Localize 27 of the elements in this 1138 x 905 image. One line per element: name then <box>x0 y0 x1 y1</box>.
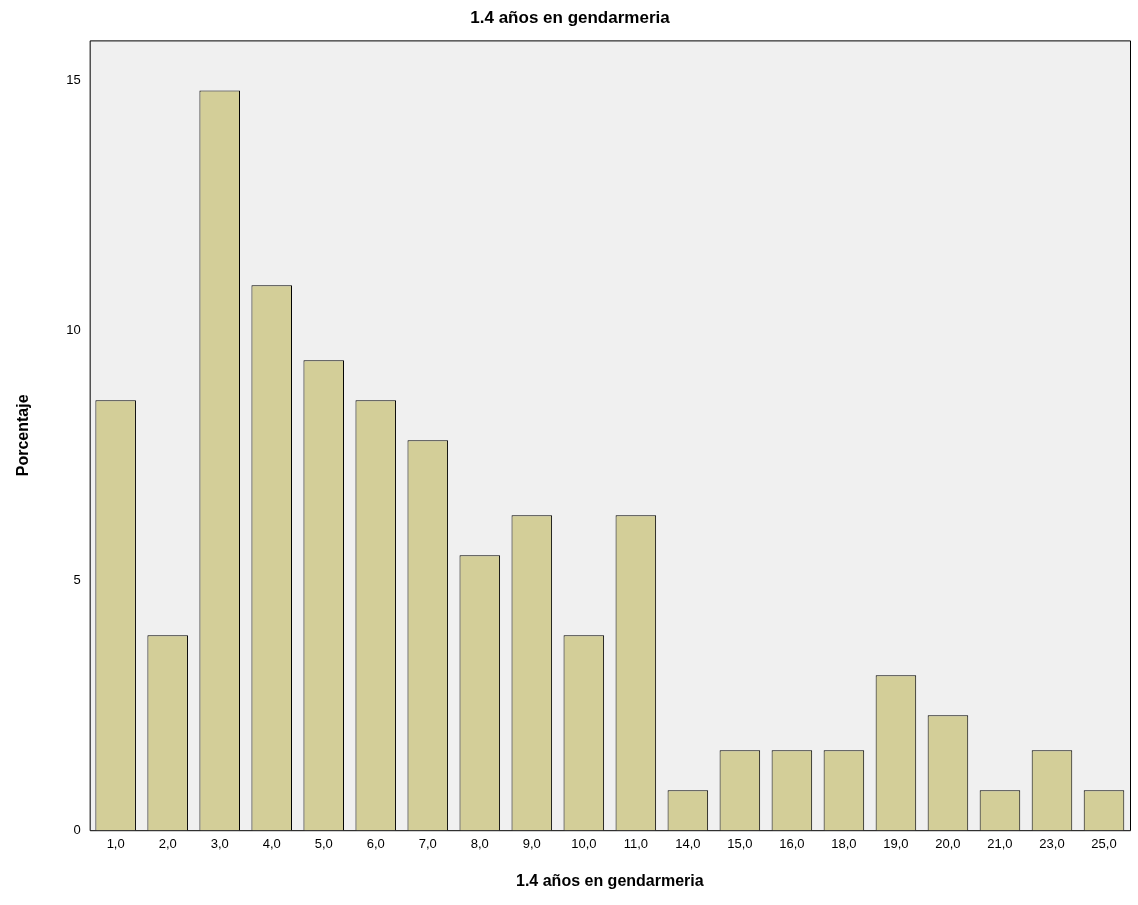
x-tick-label: 8,0 <box>470 835 489 851</box>
chart-title: 1.4 años en gendarmeria <box>470 7 671 27</box>
x-tick-label: 15,0 <box>727 835 753 851</box>
y-axis-title: Porcentaje <box>14 394 32 477</box>
x-tick-label: 11,0 <box>623 835 649 851</box>
x-tick-label: 3,0 <box>210 835 229 851</box>
y-tick-label: 10 <box>66 321 81 337</box>
x-tick-label: 21,0 <box>987 835 1013 851</box>
x-tick-label: 5,0 <box>314 835 333 851</box>
x-tick-label: 19,0 <box>883 835 909 851</box>
y-tick-label: 0 <box>73 821 81 837</box>
y-tick-label: 5 <box>73 571 81 587</box>
x-tick-label: 25,0 <box>1091 835 1117 851</box>
x-tick-label: 9,0 <box>522 835 541 851</box>
x-tick-label: 10,0 <box>571 835 597 851</box>
x-tick-label: 4,0 <box>262 835 281 851</box>
x-tick-label: 6,0 <box>366 835 385 851</box>
x-tick-label: 16,0 <box>779 835 805 851</box>
x-tick-label: 2,0 <box>158 835 177 851</box>
x-tick-label: 1,0 <box>106 835 125 851</box>
x-tick-label: 20,0 <box>935 835 961 851</box>
x-tick-label: 18,0 <box>831 835 857 851</box>
y-tick-label: 15 <box>66 71 81 87</box>
x-tick-label: 7,0 <box>418 835 437 851</box>
x-tick-label: 14,0 <box>675 835 701 851</box>
x-axis-title: 1.4 años en gendarmeria <box>516 871 704 889</box>
x-tick-label: 23,0 <box>1039 835 1065 851</box>
